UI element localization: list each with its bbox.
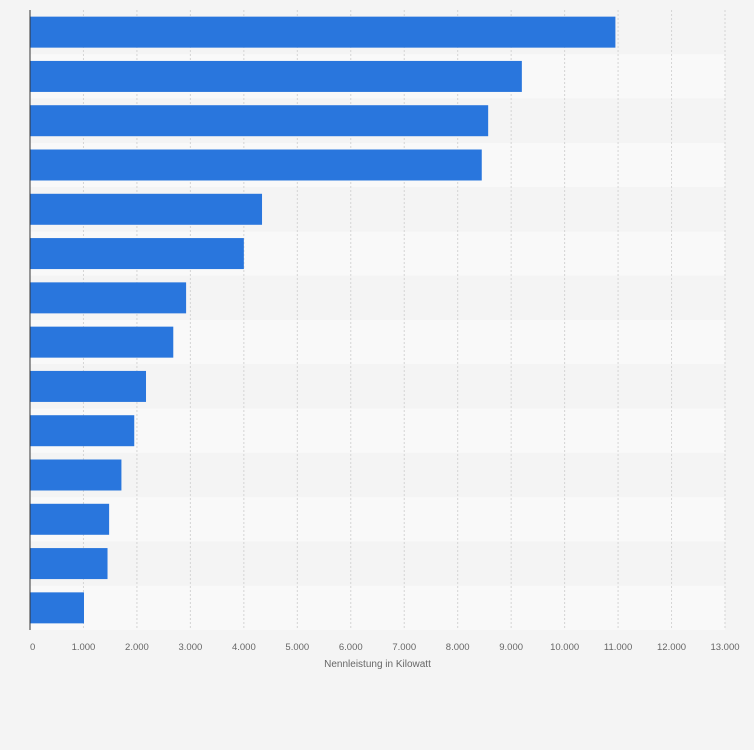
- x-tick-label: 6.000: [339, 642, 363, 653]
- x-tick-label: 9.000: [499, 642, 523, 653]
- bar[interactable]: [30, 548, 108, 580]
- x-tick-label: 8.000: [446, 642, 470, 653]
- bar[interactable]: [30, 503, 110, 535]
- x-tick-label: 5.000: [285, 642, 309, 653]
- bar[interactable]: [30, 16, 616, 48]
- bar[interactable]: [30, 238, 244, 270]
- x-tick-label: 1.000: [72, 642, 96, 653]
- row-band: [30, 585, 725, 630]
- x-tick-label: 13.000: [710, 642, 739, 653]
- bar[interactable]: [30, 415, 135, 447]
- x-tick-label: 4.000: [232, 642, 256, 653]
- bar[interactable]: [30, 105, 489, 137]
- x-tick-label: 10.000: [550, 642, 579, 653]
- bar[interactable]: [30, 326, 174, 358]
- row-band: [30, 497, 725, 542]
- bars: [30, 16, 616, 624]
- bar[interactable]: [30, 282, 187, 314]
- x-tick-label: 3.000: [178, 642, 202, 653]
- x-tick-label: 11.000: [604, 642, 632, 653]
- bar[interactable]: [30, 149, 482, 181]
- row-band: [30, 541, 725, 586]
- bar[interactable]: [30, 193, 263, 225]
- x-tick-label: 0: [30, 642, 35, 653]
- bar[interactable]: [30, 60, 522, 92]
- bar[interactable]: [30, 592, 84, 624]
- bar[interactable]: [30, 370, 147, 402]
- x-tick-label: 12.000: [657, 642, 686, 653]
- x-tick-labels: 0 1.000 2.000 3.000 4.000 5.000 6.000 7.000 8.00…: [30, 642, 740, 653]
- row-band: [30, 408, 725, 453]
- x-axis-title: Nennleistung in Kilowatt: [324, 659, 431, 670]
- x-tick-label: 7.000: [392, 642, 416, 653]
- row-bands: [30, 10, 725, 630]
- row-band: [30, 452, 725, 498]
- x-tick-label: 2.000: [125, 642, 149, 653]
- bar[interactable]: [30, 459, 122, 491]
